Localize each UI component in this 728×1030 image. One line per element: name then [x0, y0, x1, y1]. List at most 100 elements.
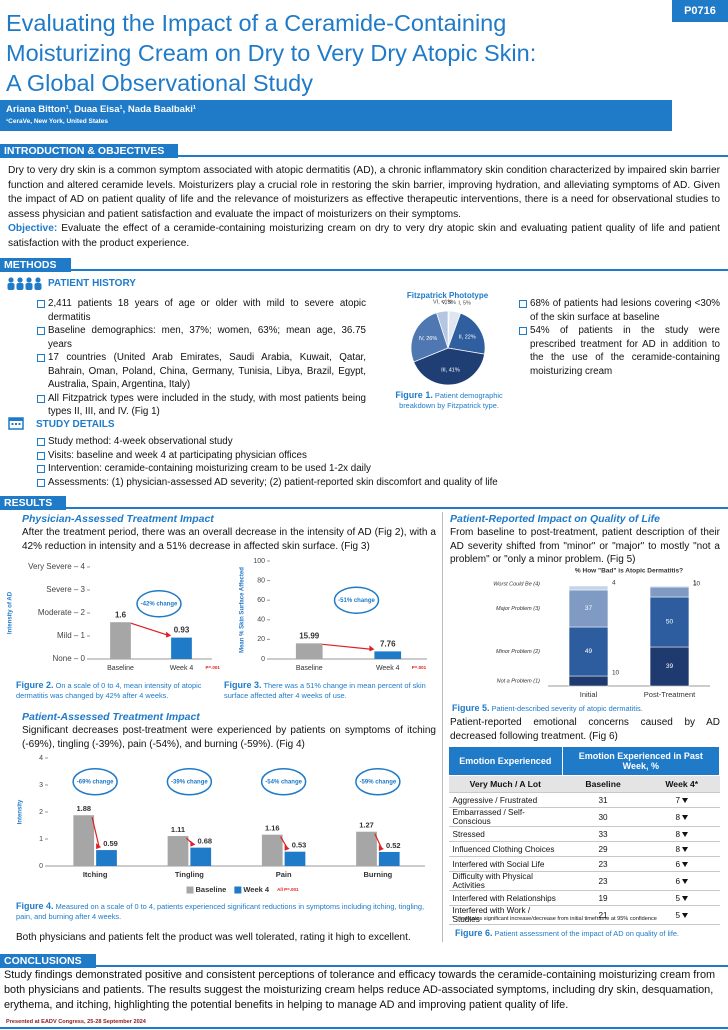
- bullet-box: [37, 327, 45, 335]
- table-row: Aggressive / Frustrated 31 7: [448, 792, 720, 808]
- row-label: Embarrassed / Self-Conscious: [452, 808, 525, 826]
- table-subheader: Baseline: [562, 775, 644, 793]
- series-label: Major Problem (3): [496, 606, 540, 612]
- table-value: 23: [598, 859, 608, 869]
- slice-label: V, 5%: [442, 300, 456, 306]
- trend-arrow: [322, 643, 373, 650]
- section-heading: METHODS: [0, 258, 71, 272]
- row-label: Interfered with Social Life: [452, 859, 545, 869]
- objective-label: Objective:: [8, 223, 58, 234]
- figure-caption: Figure 5. Patient-described severity of …: [452, 703, 720, 714]
- title-line: Evaluating the Impact of a Ceramide-Cont…: [6, 10, 507, 36]
- value-label: 37: [585, 605, 593, 612]
- y-tick-label: 4: [39, 755, 43, 762]
- bullet-item: 54% of patients in the study were prescr…: [518, 324, 720, 378]
- table-cell: Influenced Clothing Choices: [448, 841, 563, 857]
- value-label: 0.52: [386, 841, 401, 850]
- footer: Presented at EADV Congress, 25-28 Septem…: [6, 1019, 146, 1025]
- section-bar: RESULTS: [0, 493, 728, 510]
- table-row: Influenced Clothing Choices 29 8: [448, 841, 720, 857]
- chart: % How "Bad" is Atopic Dermatitis? Initial…: [493, 568, 710, 699]
- value-label: 0.59: [103, 839, 118, 848]
- table-cell: 33: [562, 826, 644, 842]
- stacked-segment: [568, 589, 609, 628]
- stacked-segment: [568, 626, 609, 677]
- caption-text: There was a 51% change in mean percent o…: [224, 681, 426, 700]
- chart: 0 20 40 60 80 100 Mean % Skin Surface Affected…: [240, 558, 427, 672]
- bar: [374, 651, 402, 659]
- figure-caption: Figure 1. Patient demographic breakdown …: [384, 390, 514, 411]
- bullet-box: [37, 478, 45, 487]
- trend-arrowhead: [96, 843, 102, 850]
- slice-label: VI, <1%: [433, 299, 453, 305]
- slice-label: IV, 26%: [418, 336, 437, 342]
- x-tick-label: Tingling: [175, 870, 204, 879]
- results-text: From baseline to post-treatment, patient…: [450, 527, 720, 565]
- trend-arrowhead: [369, 645, 375, 652]
- series-label: Worst Could Be (4): [493, 581, 540, 587]
- x-tick-label: Week 4: [376, 665, 400, 672]
- subsection-heading: STUDY DETAILS: [36, 419, 115, 430]
- table-subheader: Very Much / A Lot: [448, 775, 563, 793]
- table-cell: 5: [643, 905, 720, 925]
- table-cell: Difficulty with Physical Activities: [448, 871, 563, 891]
- decrease-arrow: [682, 878, 689, 884]
- value-label: 10: [693, 581, 701, 588]
- table-cell: 6: [643, 871, 720, 891]
- emotion-table: Emotion Experienced Emotion Experienced i…: [448, 746, 721, 925]
- table-cell: 29: [562, 841, 644, 857]
- table-cell: Aggressive / Frustrated: [448, 792, 563, 808]
- y-tick-label: None – 0: [53, 654, 86, 663]
- trend-arrowhead: [378, 844, 384, 851]
- caption-text: On a scale of 0 to 4, mean intensity of …: [16, 681, 202, 700]
- bullet-item: 68% of patients had lesions covering <30…: [518, 297, 720, 324]
- section-heading: RESULTS: [0, 496, 67, 510]
- table-cell: 21: [562, 905, 644, 925]
- change-badge: [136, 590, 182, 618]
- stacked-segment: [649, 596, 690, 648]
- y-tick-label: 60: [257, 597, 265, 604]
- table-value: 7: [675, 795, 681, 805]
- table-value: 8: [675, 844, 681, 854]
- decrease-arrow: [682, 895, 689, 901]
- bar: [110, 622, 131, 659]
- caption-text: Patient-described severity of atopic der…: [491, 704, 643, 713]
- figure-label: Figure 2.: [16, 680, 54, 690]
- value-label: 0.68: [197, 837, 212, 846]
- title-line: A Global Observational Study: [6, 70, 313, 96]
- row-label: Stressed: [452, 829, 485, 839]
- bullet-text: Intervention: ceramide-containing moistu…: [48, 463, 371, 474]
- change-badge: [260, 768, 307, 796]
- x-tick-label: Initial: [580, 690, 598, 699]
- row-label: Interfered with Relationships: [452, 893, 556, 903]
- y-tick-label: Mild – 1: [57, 631, 86, 640]
- legend-label: Baseline: [196, 885, 227, 894]
- x-tick-label: Baseline: [107, 665, 134, 672]
- table-row: Embarrassed / Self-Conscious 30 8: [448, 807, 720, 827]
- chart: 0 1 2 3 4 Intensity Itching Tingling Pain Burning…: [18, 755, 425, 894]
- table-subheader-row: Very Much / A Lot Baseline Week 4*: [448, 775, 720, 793]
- change-label: -51% change: [338, 598, 375, 604]
- x-tick-label: Pain: [276, 870, 292, 879]
- pie-slice: [413, 347, 485, 386]
- table-value: 6: [675, 859, 681, 869]
- change-badge: [166, 768, 213, 796]
- results-text: After the treatment period, there was an…: [22, 527, 436, 552]
- table-cell: Interfered with Work / Studies: [448, 905, 563, 925]
- decrease-arrow: [682, 912, 689, 918]
- table-cell: 8: [643, 841, 720, 857]
- y-tick-label: 1: [39, 836, 43, 843]
- x-tick-label: Week 4: [170, 665, 194, 672]
- trend-arrowhead: [190, 840, 196, 847]
- stacked-segment: [649, 646, 690, 687]
- section-heading: INTRODUCTION & OBJECTIVES: [0, 144, 179, 158]
- subsection-title: Patient-Reported Impact on Quality of Li…: [450, 513, 661, 525]
- figure-caption: Figure 2. On a scale of 0 to 4, mean int…: [16, 680, 221, 701]
- table-value: 6: [675, 876, 681, 886]
- table-header-row: Emotion Experienced Emotion Experienced i…: [448, 746, 721, 776]
- objective-text: Evaluate the effect of a ceramide-contai…: [8, 223, 720, 249]
- bullet-text: All Fitzpatrick types were included in t…: [48, 392, 366, 418]
- bar: [261, 834, 283, 866]
- table-row: Difficulty with Physical Activities 23 6: [448, 871, 720, 891]
- p-value: P=.001: [412, 665, 427, 670]
